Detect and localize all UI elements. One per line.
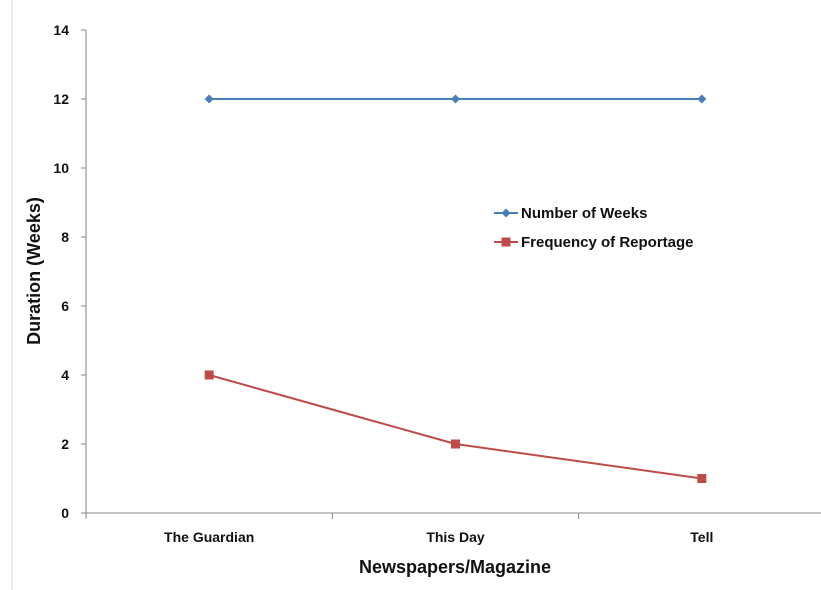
data-point: [204, 370, 214, 380]
x-tick-label: Tell: [690, 529, 713, 545]
y-tick-label: 4: [61, 367, 69, 383]
legend-item: Number of Weeks: [494, 205, 647, 222]
series-1: [204, 94, 707, 104]
x-axis-ticks: The Guardian This Day Tell: [85, 513, 713, 545]
x-tick-label: The Guardian: [164, 529, 254, 545]
data-point: [451, 94, 460, 104]
y-tick-label: 6: [61, 298, 69, 314]
y-tick-label: 12: [53, 91, 69, 107]
y-axis-title: Duration (Weeks): [24, 197, 44, 345]
data-point: [697, 94, 707, 104]
data-point: [204, 94, 214, 104]
legend-item: Frequency of Reportage: [494, 234, 694, 251]
series-line: [208, 374, 702, 480]
series-2: [204, 370, 707, 483]
y-tick-label: 10: [53, 160, 69, 176]
x-axis-title: Newspapers/Magazine: [359, 557, 551, 577]
axes: [85, 30, 821, 514]
x-tick-label: This Day: [426, 529, 485, 545]
y-tick-label: 0: [61, 505, 69, 521]
legend-swatch-marker: [501, 237, 511, 247]
y-tick-label: 14: [53, 22, 69, 38]
legend-swatch-marker: [501, 208, 511, 218]
legend-label: Frequency of Reportage: [521, 234, 694, 251]
legend: Number of Weeks Frequency of Reportage: [494, 205, 694, 251]
data-point: [451, 439, 460, 449]
y-axis-ticks: 0 2 4 6 8 10 12 14: [53, 22, 86, 521]
y-tick-label: 2: [61, 436, 69, 452]
series-layer: [204, 94, 707, 483]
legend-label: Number of Weeks: [521, 205, 647, 222]
y-tick-label: 8: [61, 229, 69, 245]
data-point: [697, 474, 707, 483]
